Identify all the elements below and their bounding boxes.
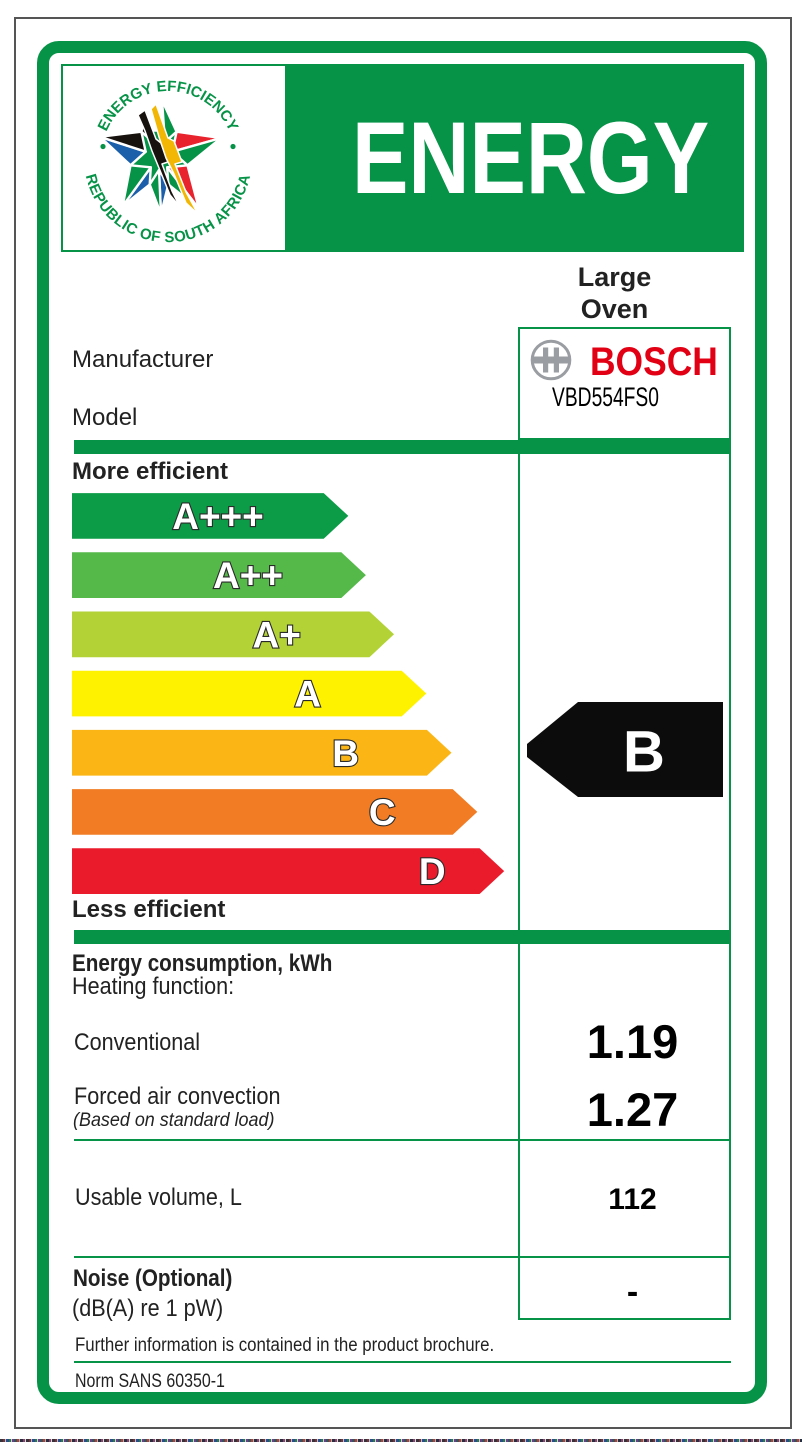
svg-text:C: C xyxy=(369,792,396,833)
svg-text:BOSCH: BOSCH xyxy=(590,340,718,384)
svg-text:A++: A++ xyxy=(213,555,283,596)
svg-text:B: B xyxy=(623,720,665,785)
svg-text:A+: A+ xyxy=(253,614,301,655)
svg-text:A: A xyxy=(294,674,321,715)
svg-text:D: D xyxy=(419,851,446,892)
svg-text:B: B xyxy=(332,733,359,774)
svg-text:A+++: A+++ xyxy=(172,496,264,537)
svg-text:VBD554FS0: VBD554FS0 xyxy=(552,382,659,412)
